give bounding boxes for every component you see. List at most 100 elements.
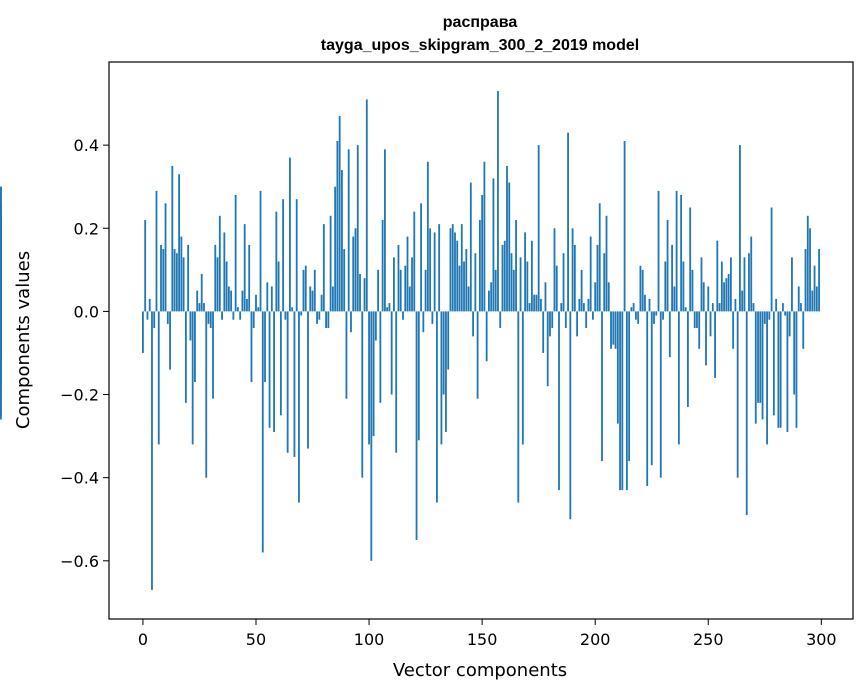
bar-28: [205, 311, 208, 478]
bar-259: [727, 273, 730, 312]
bar-9: [162, 249, 165, 312]
bar-170: [526, 261, 529, 312]
x-tick-label: 0: [138, 630, 148, 649]
bar-2: [146, 311, 149, 320]
bar-0: [142, 311, 144, 353]
bar-279: [772, 311, 775, 416]
bar-280: [775, 298, 778, 312]
bar-115: [402, 311, 404, 320]
bar-80: [322, 224, 325, 312]
bar-227: [655, 311, 658, 316]
x-tick-label: 300: [806, 630, 837, 649]
bar-224: [648, 298, 651, 312]
bar-112: [395, 311, 398, 453]
bar-283: [781, 303, 784, 312]
bar-269: [750, 236, 753, 312]
bar-241: [687, 311, 689, 407]
bar-15: [175, 253, 178, 312]
bar-149: [478, 219, 481, 312]
bar-216: [630, 307, 633, 312]
x-tick-label: 200: [580, 630, 611, 649]
bar-295: [809, 228, 811, 312]
bar-46: [246, 298, 248, 312]
bar-247: [700, 257, 703, 312]
bar-114: [399, 269, 402, 312]
bar-157: [497, 91, 499, 312]
bar-221: [641, 269, 644, 312]
bar-198: [589, 236, 592, 312]
bar-252: [711, 303, 714, 312]
bar-66: [291, 307, 294, 312]
bar-258: [725, 278, 728, 312]
x-tick-label: 100: [354, 630, 385, 649]
bar-272: [757, 311, 759, 403]
bar-19: [184, 311, 187, 403]
bar-169: [524, 232, 526, 312]
bar-159: [501, 244, 504, 312]
bar-116: [404, 265, 407, 312]
bar-36: [223, 232, 226, 312]
bar-200: [594, 282, 597, 312]
bar-268: [748, 253, 750, 312]
bar-8: [160, 244, 162, 312]
bar-240: [684, 307, 687, 312]
bar-90: [345, 311, 348, 399]
bar-232: [666, 219, 669, 312]
bar-175: [537, 145, 540, 312]
bar-undefined: [0, 311, 2, 416]
bar-102: [372, 311, 375, 437]
bar-292: [802, 311, 805, 349]
bar-194: [580, 269, 583, 312]
bar-73: [307, 311, 309, 449]
bar-60: [277, 261, 280, 312]
bar-223: [646, 311, 649, 486]
bar-276: [766, 311, 768, 445]
bar-217: [632, 303, 635, 312]
bar-199: [592, 311, 594, 320]
bar-286: [788, 311, 791, 337]
bar-117: [406, 236, 409, 312]
bar-209: [614, 311, 617, 349]
bar-103: [374, 311, 377, 341]
bar-143: [465, 249, 468, 312]
bar-81: [325, 311, 327, 329]
bar-27: [203, 303, 205, 312]
bar-100: [368, 311, 370, 445]
bar-234: [671, 244, 673, 312]
bar-204: [603, 253, 606, 312]
plot-frame: [108, 61, 854, 620]
bar-156: [494, 269, 497, 312]
bar-239: [682, 261, 685, 312]
bar-136: [449, 228, 452, 312]
bar-260: [729, 257, 732, 312]
bar-34: [218, 215, 221, 312]
bar-214: [625, 311, 628, 491]
bar-255: [718, 303, 721, 312]
bar-45: [243, 224, 246, 312]
bar-59: [275, 211, 278, 312]
bar-250: [707, 286, 710, 312]
bar-43: [239, 311, 242, 320]
bar-21: [189, 311, 192, 341]
bar-219: [637, 311, 640, 324]
bar-118: [408, 286, 411, 312]
bar-263: [736, 311, 739, 478]
bar-94: [354, 228, 357, 312]
bar-151: [483, 161, 486, 312]
bar-162: [508, 182, 511, 312]
bar-97: [361, 311, 364, 478]
bar-161: [506, 165, 508, 312]
bar-153: [488, 290, 490, 312]
bar-56: [268, 311, 271, 428]
bar-147: [474, 253, 477, 312]
bar-160: [503, 240, 506, 312]
bar-197: [587, 298, 590, 312]
bar-251: [709, 311, 712, 337]
bar-127: [429, 228, 432, 312]
bar-107: [383, 149, 386, 312]
bar-236: [675, 190, 678, 312]
bar-173: [533, 294, 536, 312]
bar-111: [393, 257, 395, 312]
bar-82: [327, 311, 330, 329]
bar-299: [818, 249, 820, 312]
